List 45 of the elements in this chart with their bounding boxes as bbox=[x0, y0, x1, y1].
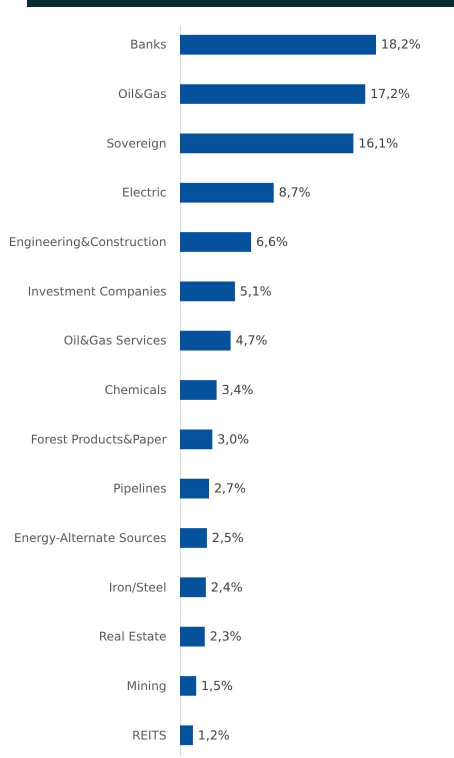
bar bbox=[180, 676, 196, 696]
bar bbox=[180, 34, 376, 55]
y-tick-label: Pipelines bbox=[113, 482, 166, 496]
bar bbox=[180, 182, 274, 203]
y-tick-label: Chemicals bbox=[104, 383, 166, 397]
y-tick-label: Oil&Gas bbox=[118, 87, 166, 102]
y-tick-label: Investment Companies bbox=[28, 284, 166, 298]
data-label: 18,2% bbox=[381, 36, 421, 52]
bar bbox=[180, 330, 231, 351]
data-label: 2,5% bbox=[212, 530, 244, 545]
data-label: 1,5% bbox=[201, 678, 234, 693]
data-label: 4,7% bbox=[236, 332, 268, 348]
data-label: 2,4% bbox=[210, 579, 243, 594]
bar bbox=[180, 380, 217, 400]
data-label: 5,1% bbox=[240, 283, 272, 298]
bar bbox=[180, 626, 205, 646]
bar bbox=[180, 281, 235, 302]
y-tick-label: REITS bbox=[132, 728, 166, 742]
y-tick-label: Engineering&Construction bbox=[8, 235, 166, 250]
bar bbox=[180, 577, 206, 598]
y-tick-label: Mining bbox=[126, 678, 166, 693]
data-label: 6,6% bbox=[256, 234, 288, 250]
bar bbox=[180, 232, 252, 252]
y-tick-label: Forest Products&Paper bbox=[30, 432, 167, 446]
y-tick-label: Oil&Gas Services bbox=[64, 334, 166, 348]
bar bbox=[180, 528, 207, 548]
bar bbox=[180, 84, 366, 104]
bar bbox=[180, 725, 193, 746]
data-label: 16,1% bbox=[358, 135, 398, 150]
data-label: 2,3% bbox=[210, 628, 242, 644]
data-label: 17,2% bbox=[370, 86, 410, 102]
data-label: 2,7% bbox=[214, 480, 246, 496]
y-tick-label: Banks bbox=[130, 38, 166, 52]
y-tick-label: Sovereign bbox=[106, 136, 166, 150]
bar bbox=[180, 429, 212, 450]
y-tick-label: Electric bbox=[122, 186, 166, 200]
bar bbox=[180, 478, 210, 499]
y-tick-label: Energy-Alternate Sources bbox=[14, 530, 166, 545]
data-label: 1,2% bbox=[198, 727, 230, 742]
bar bbox=[180, 134, 354, 154]
data-label: 3,0% bbox=[217, 431, 250, 446]
y-tick-label: Iron/Steel bbox=[108, 580, 166, 594]
y-tick-label: Real Estate bbox=[98, 630, 166, 644]
data-label: 3,4% bbox=[222, 382, 254, 397]
data-label: 8,7% bbox=[278, 184, 311, 200]
